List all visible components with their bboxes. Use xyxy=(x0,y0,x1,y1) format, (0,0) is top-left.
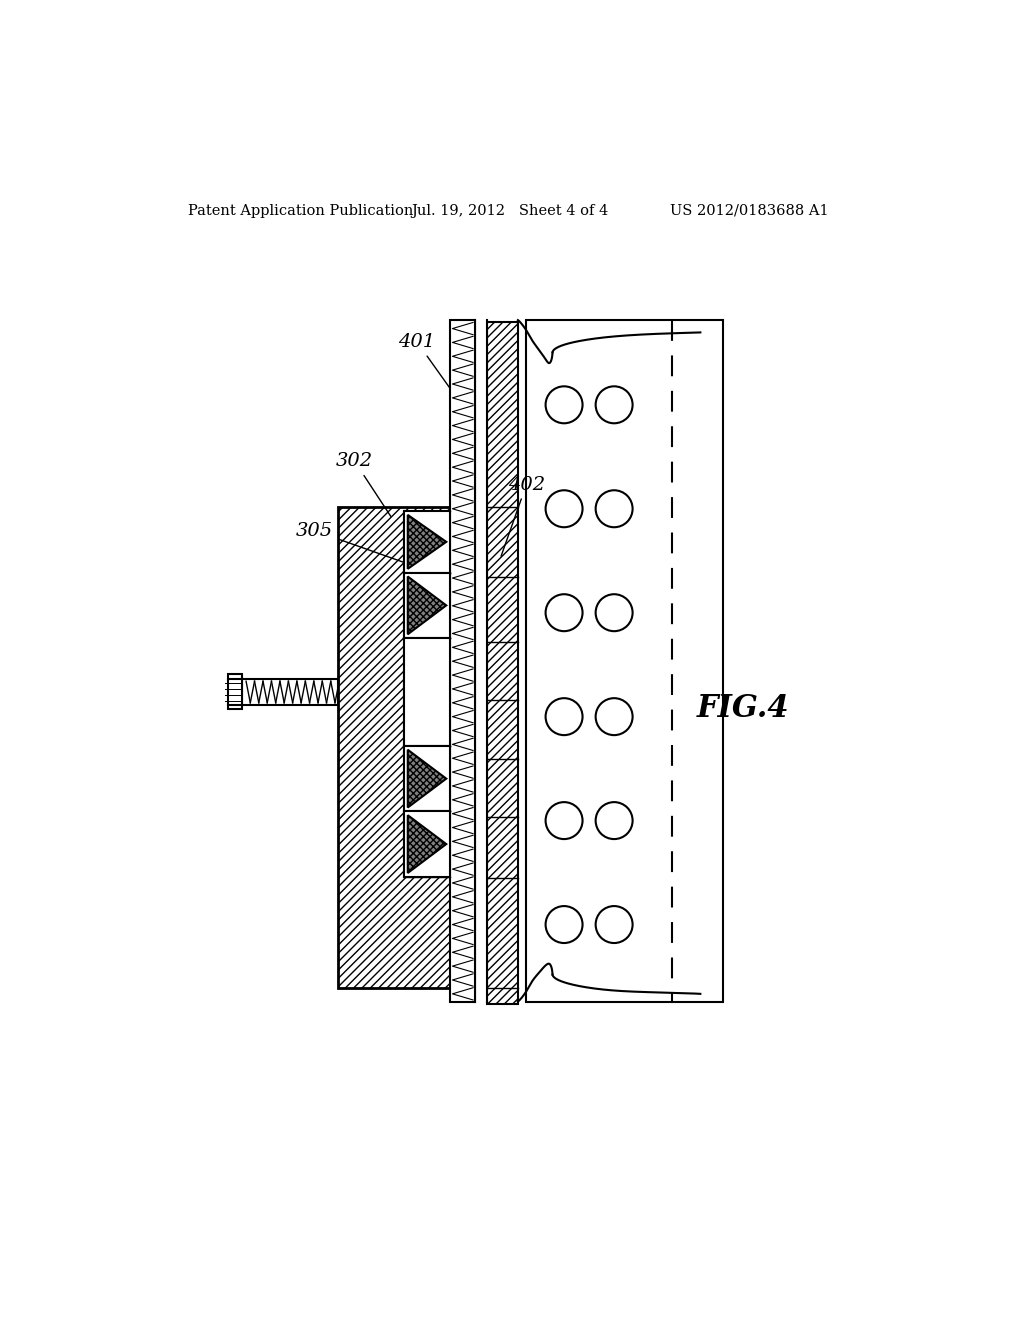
Polygon shape xyxy=(408,515,446,569)
Polygon shape xyxy=(408,750,446,808)
Bar xyxy=(403,812,451,876)
Circle shape xyxy=(596,906,633,942)
Bar xyxy=(403,511,451,573)
Circle shape xyxy=(596,490,633,527)
Text: Jul. 19, 2012   Sheet 4 of 4: Jul. 19, 2012 Sheet 4 of 4 xyxy=(412,203,609,218)
Bar xyxy=(403,638,451,746)
Polygon shape xyxy=(408,577,446,635)
Circle shape xyxy=(546,803,583,840)
Text: US 2012/0183688 A1: US 2012/0183688 A1 xyxy=(670,203,828,218)
Text: 305: 305 xyxy=(296,521,413,565)
Bar xyxy=(243,678,339,705)
Text: 402: 402 xyxy=(501,475,545,556)
Bar xyxy=(451,321,475,1002)
Circle shape xyxy=(546,906,583,942)
Bar xyxy=(475,321,487,1002)
Circle shape xyxy=(596,803,633,840)
Circle shape xyxy=(546,698,583,735)
Circle shape xyxy=(546,387,583,424)
Bar xyxy=(228,675,243,709)
Text: Patent Application Publication: Patent Application Publication xyxy=(188,203,414,218)
Text: 401: 401 xyxy=(398,333,455,395)
Circle shape xyxy=(546,594,583,631)
Bar xyxy=(339,507,451,987)
Text: 302: 302 xyxy=(336,453,391,516)
Circle shape xyxy=(546,490,583,527)
Polygon shape xyxy=(408,816,446,873)
Circle shape xyxy=(596,594,633,631)
Circle shape xyxy=(596,698,633,735)
Text: FIG.4: FIG.4 xyxy=(696,693,790,725)
Bar xyxy=(525,321,724,1002)
Bar xyxy=(403,573,451,638)
Bar xyxy=(403,746,451,812)
Circle shape xyxy=(596,387,633,424)
Bar xyxy=(487,322,518,1003)
